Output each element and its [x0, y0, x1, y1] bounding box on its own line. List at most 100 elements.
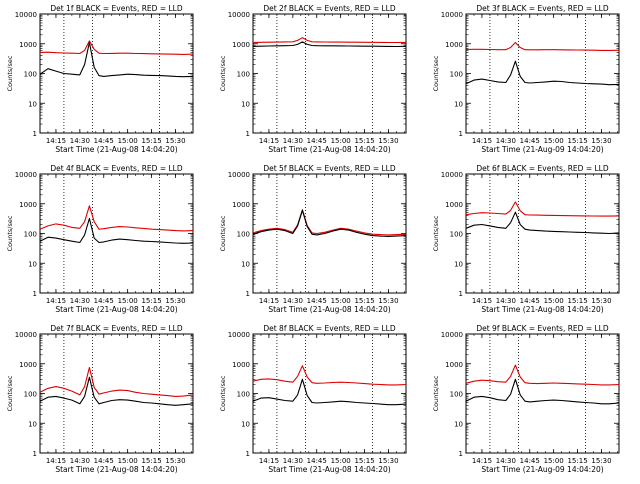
y-tick-label: 10000 [441, 331, 463, 339]
plot-frame [39, 173, 194, 294]
y-tick-label: 100 [450, 71, 463, 79]
plot-frame [465, 333, 620, 454]
y-axis-label: Counts/sec [219, 55, 227, 91]
x-axis-label: Start Time (21-Aug-09 14:04:20) [481, 465, 603, 474]
x-tick-label: 15:15 [567, 457, 587, 465]
y-axis-label: Counts/sec [6, 215, 14, 251]
chart-panel-5: 1 10 100 1000 10000 14:15 14:30 14:45 15:00 15:15… [219, 164, 407, 314]
y-tick-label: 1000 [445, 201, 463, 209]
events-series-line [252, 378, 407, 406]
y-tick-label: 1 [246, 290, 250, 298]
chart-title: Det 4f BLACK = Events, RED = LLD [50, 164, 183, 173]
x-tick-label: 15:00 [331, 297, 351, 305]
y-tick-label: 100 [24, 391, 37, 399]
chart-panel-9: 1 10 100 1000 10000 14:15 14:30 14:45 15:00 15:15… [432, 324, 620, 474]
y-axis-label: Counts/sec [219, 215, 227, 251]
y-tick-label: 10000 [15, 331, 37, 339]
events-series-line [252, 209, 407, 237]
events-series-line [252, 41, 407, 48]
y-tick-label: 1 [459, 290, 463, 298]
y-tick-label: 10000 [228, 171, 250, 179]
x-tick-label: 15:00 [544, 457, 564, 465]
x-tick-label: 15:30 [378, 457, 398, 465]
x-tick-label: 14:45 [520, 297, 540, 305]
x-tick-label: 14:30 [283, 457, 303, 465]
events-series-line [465, 378, 620, 405]
lld-series-line [39, 205, 194, 232]
y-tick-label: 1000 [232, 201, 250, 209]
events-series-line [465, 211, 620, 235]
y-tick-label: 100 [24, 231, 37, 239]
y-tick-label: 10 [241, 420, 250, 428]
y-tick-label: 10 [454, 100, 463, 108]
y-tick-label: 1 [33, 130, 37, 138]
x-tick-label: 14:30 [496, 297, 516, 305]
y-tick-label: 10 [454, 420, 463, 428]
y-axis-label: Counts/sec [432, 55, 440, 91]
x-tick-label: 14:45 [94, 137, 114, 145]
y-tick-label: 1000 [19, 41, 37, 49]
plot-frame [252, 173, 407, 294]
x-tick-label: 14:45 [307, 297, 327, 305]
y-tick-label: 1000 [445, 361, 463, 369]
x-tick-label: 14:30 [70, 297, 90, 305]
y-tick-label: 10000 [228, 331, 250, 339]
x-axis-label: Start Time (21-Aug-08 14:04:20) [268, 305, 390, 314]
y-tick-label: 1 [33, 450, 37, 458]
chart-title: Det 8f BLACK = Events, RED = LLD [263, 324, 396, 333]
chart-panel-3: 1 10 100 1000 10000 14:15 14:30 14:45 15:00 15:15… [432, 4, 620, 154]
y-tick-label: 1000 [232, 361, 250, 369]
chart-title: Det 9f BLACK = Events, RED = LLD [476, 324, 609, 333]
chart-title: Det 6f BLACK = Events, RED = LLD [476, 164, 609, 173]
lld-series-line [252, 37, 407, 44]
x-tick-label: 15:15 [354, 457, 374, 465]
x-tick-label: 15:30 [165, 457, 185, 465]
x-tick-label: 14:45 [520, 457, 540, 465]
x-tick-label: 14:30 [496, 457, 516, 465]
y-tick-label: 10 [454, 260, 463, 268]
y-tick-label: 10 [28, 100, 37, 108]
x-tick-label: 15:15 [141, 137, 161, 145]
x-tick-label: 15:15 [141, 457, 161, 465]
x-tick-label: 15:30 [591, 297, 611, 305]
x-tick-label: 15:15 [354, 297, 374, 305]
y-tick-label: 1 [246, 130, 250, 138]
x-tick-label: 14:45 [307, 137, 327, 145]
chart-title: Det 3f BLACK = Events, RED = LLD [476, 4, 609, 13]
x-tick-label: 14:15 [472, 457, 492, 465]
lld-series-line [39, 366, 194, 397]
chart-panel-1: 1 10 100 1000 10000 14:15 14:30 14:45 15:00 15:15… [6, 4, 194, 154]
plot-frame [39, 333, 194, 454]
x-tick-label: 15:00 [331, 137, 351, 145]
y-axis-label: Counts/sec [432, 375, 440, 411]
y-tick-label: 10 [241, 100, 250, 108]
chart-panel-4: 1 10 100 1000 10000 14:15 14:30 14:45 15:00 15:15… [6, 164, 194, 314]
chart-panel-6: 1 10 100 1000 10000 14:15 14:30 14:45 15:00 15:15… [432, 164, 620, 314]
events-series-line [39, 41, 194, 78]
y-axis-label: Counts/sec [219, 375, 227, 411]
y-axis-label: Counts/sec [6, 55, 14, 91]
events-series-line [39, 376, 194, 406]
lld-series-line [465, 41, 620, 51]
y-tick-label: 1000 [19, 201, 37, 209]
x-tick-label: 14:30 [70, 457, 90, 465]
x-tick-label: 14:15 [46, 137, 66, 145]
x-tick-label: 15:00 [544, 297, 564, 305]
x-tick-label: 14:30 [496, 137, 516, 145]
x-tick-label: 15:30 [165, 137, 185, 145]
x-tick-label: 14:45 [94, 457, 114, 465]
y-tick-label: 1 [459, 130, 463, 138]
lld-series-line [252, 365, 407, 386]
x-tick-label: 14:15 [259, 297, 279, 305]
x-tick-label: 15:30 [378, 137, 398, 145]
plot-frame [252, 13, 407, 134]
x-tick-label: 14:15 [46, 297, 66, 305]
chart-panel-7: 1 10 100 1000 10000 14:15 14:30 14:45 15:00 15:15… [6, 324, 194, 474]
x-axis-label: Start Time (21-Aug-08 14:04:20) [268, 465, 390, 474]
lld-series-line [39, 40, 194, 55]
x-tick-label: 15:30 [165, 297, 185, 305]
x-tick-label: 15:30 [591, 137, 611, 145]
y-tick-label: 1000 [232, 41, 250, 49]
x-tick-label: 15:30 [378, 297, 398, 305]
y-tick-label: 10000 [441, 171, 463, 179]
